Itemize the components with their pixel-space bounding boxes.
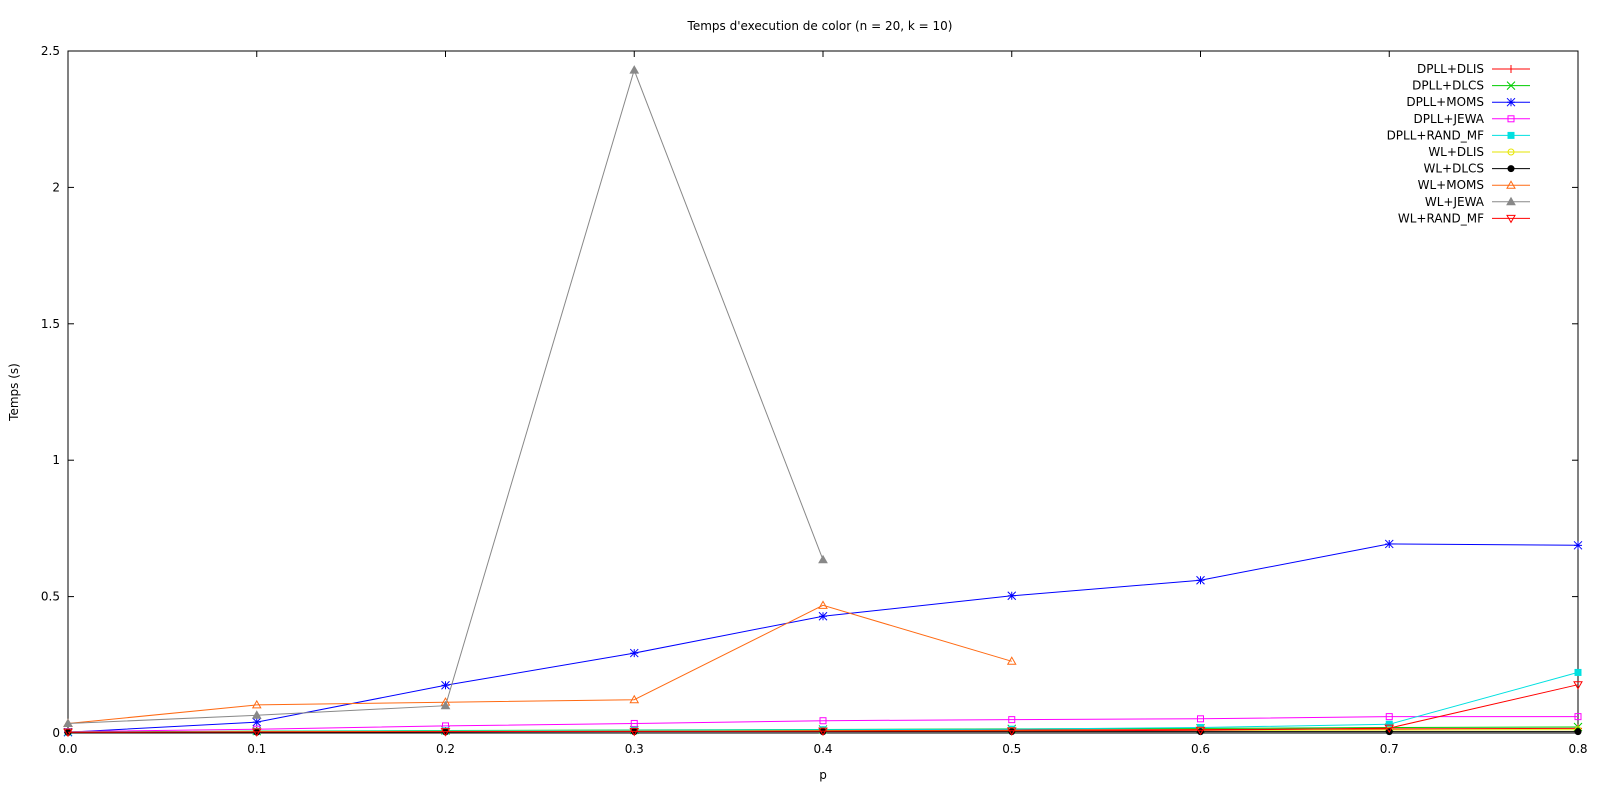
data-point: [1006, 656, 1017, 665]
data-point: [252, 717, 262, 727]
x-axis: 0.0 0.1 0.2 0.3 0.4 0.5 0.6 0.7 0.8: [58, 51, 1588, 756]
series-line: [67, 604, 1012, 724]
legend-entry: WL+DLIS: [1428, 145, 1530, 159]
data-point: [1506, 180, 1516, 189]
data-point: [1197, 715, 1204, 723]
legend-label: DPLL+RAND_MF: [1387, 128, 1485, 142]
legend-entry: DPLL+RAND_MF: [1387, 128, 1530, 142]
data-point: [1507, 165, 1515, 173]
data-point: [251, 728, 262, 737]
data-point: [818, 611, 828, 621]
x-tick-label: 0.2: [436, 742, 455, 756]
legend-entry: DPLL+DLIS: [1417, 62, 1530, 76]
legend-label: DPLL+JEWA: [1414, 112, 1485, 126]
x-tick-label: 0.0: [58, 742, 77, 756]
series-line: [67, 684, 1579, 733]
series-layer: [63, 65, 1583, 738]
y-axis-label: Temps (s): [7, 363, 21, 422]
legend-entry: WL+DLCS: [1423, 162, 1530, 176]
data-point: [629, 648, 639, 658]
data-point: [1384, 539, 1394, 549]
data-point: [251, 699, 262, 709]
x-tick-label: 0.5: [1002, 742, 1021, 756]
data-point: [1385, 720, 1393, 728]
x-tick-label: 0.4: [813, 742, 832, 756]
legend: DPLL+DLIS DPLL+DLCS DPLL+MOMS DPLL+JEWA DPLL…: [1387, 62, 1530, 225]
data-point: [1195, 726, 1206, 736]
data-point: [1506, 97, 1516, 107]
legend-label: WL+DLCS: [1423, 162, 1484, 176]
y-tick-label: 0.5: [41, 590, 60, 604]
plot-frame: [67, 50, 1579, 734]
y-tick-label: 2: [52, 180, 60, 194]
data-point: [63, 718, 73, 727]
x-tick-label: 0.8: [1568, 742, 1587, 756]
x-tick-label: 0.7: [1380, 742, 1399, 756]
data-point: [1507, 65, 1515, 73]
data-point: [1507, 131, 1515, 139]
chart-title: Temps d'execution de color (n = 20, k = …: [687, 19, 953, 33]
data-point: [1507, 148, 1515, 156]
data-point: [1006, 727, 1017, 736]
data-point: [1384, 724, 1395, 734]
legend-label: DPLL+MOMS: [1406, 95, 1484, 109]
legend-label: WL+RAND_MF: [1398, 211, 1484, 225]
legend-entry: WL+MOMS: [1418, 178, 1530, 192]
data-point: [1196, 575, 1205, 585]
data-point: [818, 600, 828, 609]
data-point: [1574, 713, 1582, 721]
legend-entry: WL+RAND_MF: [1398, 211, 1530, 225]
series-wl-jewa: [63, 65, 828, 727]
data-point: [1506, 214, 1516, 224]
data-point: [1574, 668, 1582, 676]
legend-label: WL+MOMS: [1418, 178, 1484, 192]
y-axis: 0 0.5 1 1.5 2 2.5: [41, 44, 1578, 740]
x-tick-label: 0.6: [1191, 742, 1210, 756]
data-point: [818, 554, 828, 564]
series-wl-moms: [63, 600, 1017, 727]
data-point: [819, 717, 827, 725]
legend-entry: DPLL+JEWA: [1414, 112, 1530, 126]
data-point: [630, 719, 638, 727]
data-point: [251, 710, 262, 719]
series-dpll-rand-mf: [64, 668, 1582, 736]
legend-entry: WL+JEWA: [1425, 195, 1530, 209]
data-point: [1385, 713, 1393, 721]
legend-entry: DPLL+DLCS: [1412, 79, 1530, 93]
y-tick-label: 1: [52, 453, 60, 467]
data-point: [440, 700, 451, 710]
data-point: [63, 728, 73, 738]
data-point: [1506, 196, 1516, 206]
data-point: [818, 727, 828, 737]
data-point: [629, 694, 640, 704]
data-point: [1574, 728, 1582, 736]
legend-label: WL+JEWA: [1425, 195, 1485, 209]
data-point: [1507, 115, 1515, 123]
y-tick-label: 1.5: [41, 317, 60, 331]
series-line: [67, 68, 824, 724]
series-dpll-moms: [63, 539, 1583, 737]
legend-label: WL+DLIS: [1428, 145, 1484, 159]
x-tick-label: 0.3: [625, 742, 644, 756]
legend-entry: DPLL+MOMS: [1406, 95, 1530, 109]
series-line: [67, 671, 1579, 733]
data-point: [1573, 540, 1583, 550]
x-tick-label: 0.1: [247, 742, 266, 756]
data-point: [1573, 681, 1583, 690]
y-tick-label: 2.5: [41, 44, 60, 58]
data-point: [629, 727, 640, 737]
data-point: [1008, 716, 1016, 724]
data-point: [441, 680, 450, 690]
legend-label: DPLL+DLCS: [1412, 79, 1484, 93]
series-wl-rand-mf: [63, 681, 1583, 738]
x-axis-label: p: [819, 768, 827, 782]
series-line: [67, 716, 1578, 733]
data-point: [629, 65, 640, 74]
data-point: [1506, 81, 1516, 90]
data-point: [1007, 591, 1017, 601]
y-tick-label: 0: [52, 726, 60, 740]
legend-label: DPLL+DLIS: [1417, 62, 1484, 76]
data-point: [440, 728, 451, 737]
